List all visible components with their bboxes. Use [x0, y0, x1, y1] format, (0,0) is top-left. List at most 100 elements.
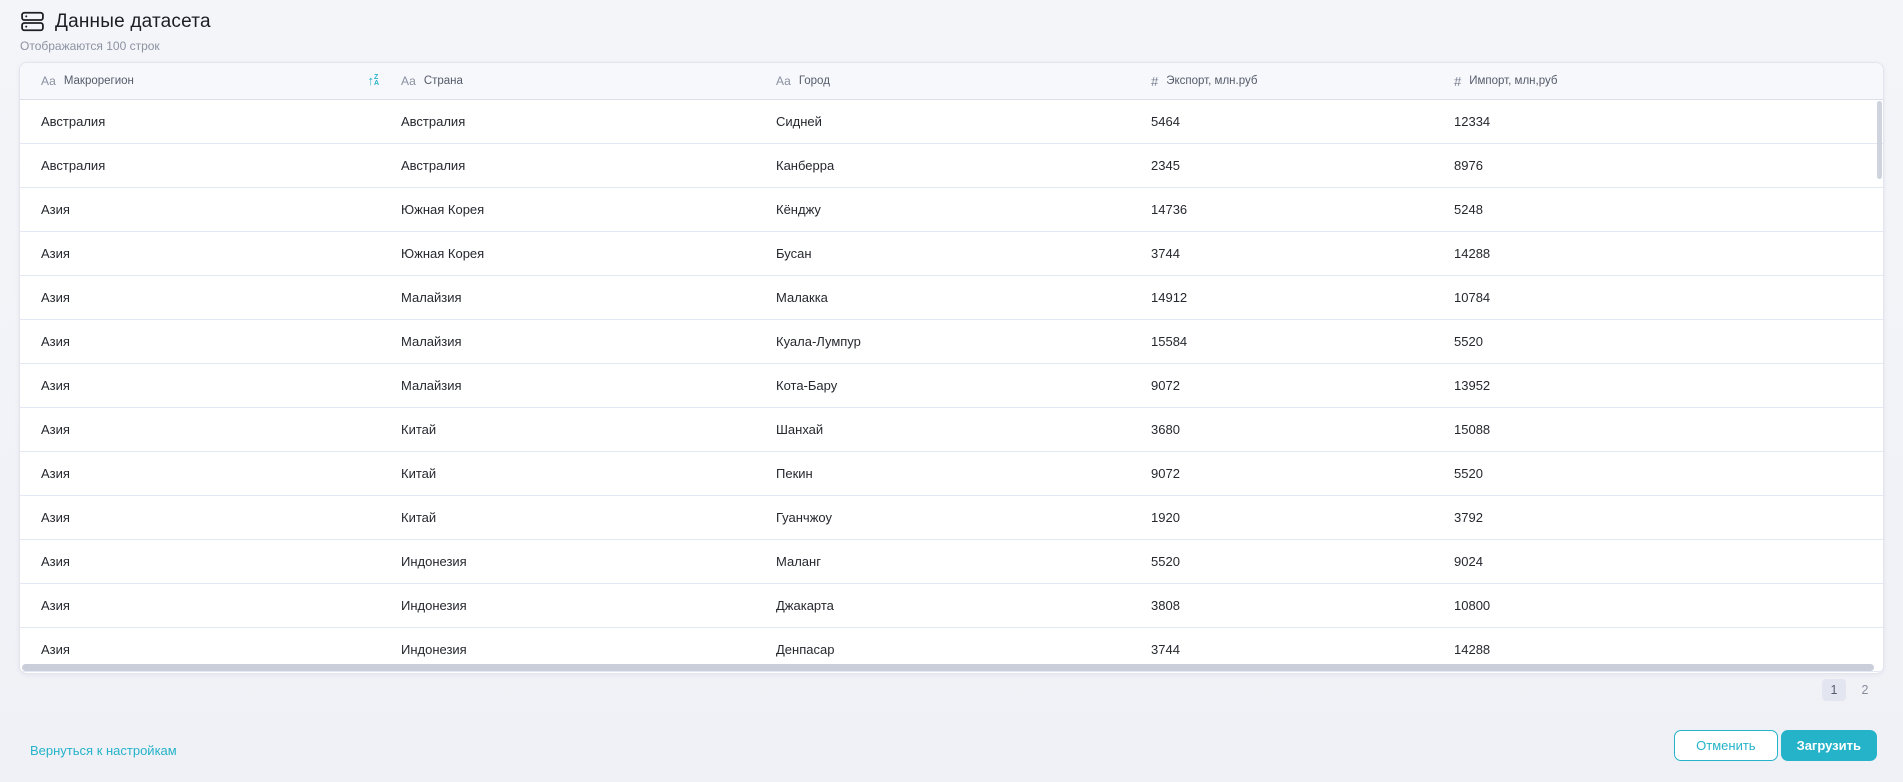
column-header-label: Город: [798, 75, 830, 87]
table-cell: 9024: [1454, 554, 1483, 569]
sort-letter-z: Z: [373, 73, 379, 81]
data-table-card: Аа Макрорегион ↑ Z A Аа Страна Аа Город # Экспорт,…: [19, 62, 1884, 674]
table-row: Азия Южная Корея Бусан 3744 14288: [20, 232, 1883, 276]
column-header-label: Импорт, млн,руб: [1469, 75, 1558, 87]
table-cell: 14736: [1151, 202, 1188, 217]
table-row: Азия Малайзия Куала-Лумпур 15584 5520: [20, 320, 1883, 364]
table-cell: 8976: [1454, 158, 1483, 173]
table-row: Азия Южная Корея Кёнджу 14736 5248: [20, 188, 1883, 232]
horizontal-scrollbar-thumb[interactable]: [22, 664, 1874, 671]
table-cell: 14288: [1454, 642, 1491, 657]
table-cell: Азия: [41, 510, 70, 525]
table-cell: Канберра: [776, 158, 835, 173]
column-header-5[interactable]: # Импорт, млн,руб: [1454, 63, 1883, 99]
table-cell: Азия: [41, 598, 70, 613]
table-cell: Бусан: [776, 246, 812, 261]
table-cell: 5520: [1454, 334, 1483, 349]
table-cell: 10800: [1454, 598, 1491, 613]
rows-count-subtitle: Отображаются 100 строк: [20, 39, 160, 53]
table-cell: Азия: [41, 554, 70, 569]
table-cell: Австралия: [41, 114, 106, 129]
table-cell: Пекин: [776, 466, 813, 481]
table-cell: Китай: [401, 466, 437, 481]
page-title: Данные датасета: [55, 10, 211, 32]
table-cell: Малайзия: [401, 334, 462, 349]
number-type-icon: #: [1454, 73, 1462, 89]
table-cell: Азия: [41, 290, 70, 305]
back-to-settings-link[interactable]: Вернуться к настройкам: [30, 743, 177, 758]
table-cell: 14288: [1454, 246, 1491, 261]
column-header-3[interactable]: Аа Город: [776, 63, 1151, 99]
table-cell: Денпасар: [776, 642, 835, 657]
server-stack-icon: [20, 9, 45, 34]
table-cell: Гуанчжоу: [776, 510, 832, 525]
table-cell: 15088: [1454, 422, 1491, 437]
table-cell: Индонезия: [401, 554, 467, 569]
column-header-2[interactable]: Аа Страна: [401, 63, 776, 99]
table-cell: Азия: [41, 466, 70, 481]
table-row: Азия Малайзия Кота-Бару 9072 13952: [20, 364, 1883, 408]
sort-za-icon[interactable]: ↑ Z A: [367, 73, 379, 88]
table-cell: 10784: [1454, 290, 1491, 305]
table-cell: Китай: [401, 510, 437, 525]
table-cell: Малайзия: [401, 290, 462, 305]
table-row: Азия Индонезия Маланг 5520 9024: [20, 540, 1883, 584]
table-row: Азия Китай Гуанчжоу 1920 3792: [20, 496, 1883, 540]
table-cell: Южная Корея: [401, 202, 485, 217]
table-row: Австралия Австралия Сидней 5464 12334: [20, 100, 1883, 144]
table-cell: Китай: [401, 422, 437, 437]
table-row: Азия Малайзия Малакка 14912 10784: [20, 276, 1883, 320]
table-cell: Южная Корея: [401, 246, 485, 261]
cancel-button[interactable]: Отменить: [1674, 730, 1778, 761]
table-cell: Азия: [41, 202, 70, 217]
pagination-page-2[interactable]: 2: [1861, 683, 1869, 697]
column-header-label: Страна: [423, 75, 463, 87]
table-cell: Шанхай: [776, 422, 824, 437]
sort-letter-a: A: [373, 80, 379, 87]
page-header: Данные датасета Отображаются 100 строк: [20, 9, 211, 54]
table-header-row: Аа Макрорегион ↑ Z A Аа Страна Аа Город # Экспорт,…: [20, 63, 1883, 100]
column-header-label: Макрорегион: [63, 75, 134, 87]
sort-arrow-up: ↑: [367, 73, 374, 88]
table-cell: 3744: [1151, 246, 1180, 261]
table-cell: 15584: [1151, 334, 1188, 349]
column-header-4[interactable]: # Экспорт, млн.руб: [1151, 63, 1454, 99]
table-cell: Австралия: [41, 158, 106, 173]
table-cell: Азия: [41, 422, 70, 437]
table-cell: 3808: [1151, 598, 1180, 613]
table-row: Азия Китай Шанхай 3680 15088: [20, 408, 1883, 452]
pagination-page-1[interactable]: 1: [1822, 679, 1846, 701]
text-type-icon: Аа: [401, 74, 416, 88]
upload-button[interactable]: Загрузить: [1780, 730, 1877, 761]
table-cell: 5520: [1151, 554, 1180, 569]
column-header-label: Экспорт, млн.руб: [1166, 75, 1258, 87]
text-type-icon: Аа: [41, 74, 56, 88]
table-cell: Маланг: [776, 554, 821, 569]
table-cell: Индонезия: [401, 642, 467, 657]
table-row: Азия Индонезия Джакарта 3808 10800: [20, 584, 1883, 628]
table-cell: 1920: [1151, 510, 1180, 525]
table-cell: Индонезия: [401, 598, 467, 613]
vertical-scrollbar-thumb[interactable]: [1877, 101, 1882, 179]
column-header-1[interactable]: Аа Макрорегион ↑ Z A: [41, 63, 401, 99]
table-cell: Азия: [41, 642, 70, 657]
table-cell: Австралия: [401, 114, 466, 129]
table-cell: Джакарта: [776, 598, 834, 613]
table-row: Азия Китай Пекин 9072 5520: [20, 452, 1883, 496]
table-cell: 9072: [1151, 466, 1180, 481]
table-cell: 12334: [1454, 114, 1491, 129]
table-cell: 3792: [1454, 510, 1483, 525]
table-cell: 5520: [1454, 466, 1483, 481]
table-cell: Азия: [41, 334, 70, 349]
table-cell: 3680: [1151, 422, 1180, 437]
table-cell: Кёнджу: [776, 202, 821, 217]
table-cell: 13952: [1454, 378, 1491, 393]
footer-actions: Отменить Загрузить: [1674, 730, 1877, 761]
table-body: Австралия Австралия Сидней 5464 12334 Австрал…: [20, 100, 1883, 672]
table-cell: Азия: [41, 246, 70, 261]
table-cell: Сидней: [776, 114, 822, 129]
table-cell: Малайзия: [401, 378, 462, 393]
table-cell: Кота-Бару: [776, 378, 838, 393]
